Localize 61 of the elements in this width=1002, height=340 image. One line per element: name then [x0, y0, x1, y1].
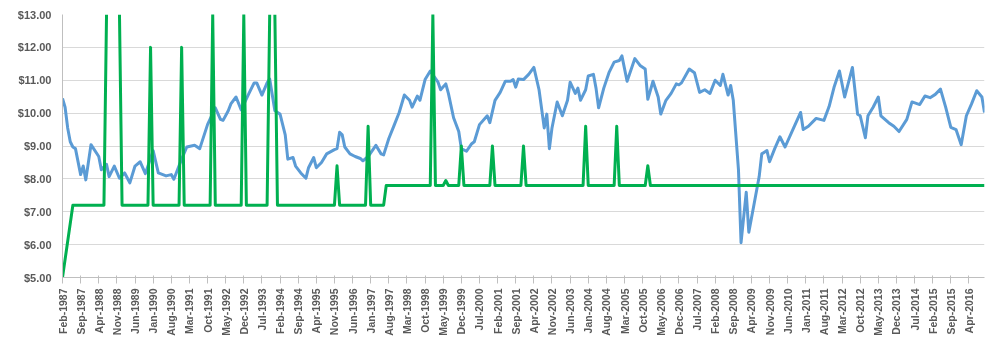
- x-tick-label: Jul-2007: [691, 288, 704, 331]
- y-tick-label: $10.00: [17, 107, 52, 120]
- x-tick-label: Apr-2009: [745, 288, 758, 334]
- x-tick-label: Sep-1987: [74, 288, 87, 335]
- x-tick-label: Oct-2005: [636, 288, 649, 333]
- x-tick-label: Dec-2013: [890, 288, 903, 335]
- x-tick-label: Aug-2004: [600, 288, 613, 336]
- x-tick-label: Oct-2012: [854, 288, 867, 333]
- x-tick-label: Sep-2001: [509, 288, 522, 335]
- x-tick-label: Feb-2015: [926, 288, 939, 335]
- x-tick-label: Apr-1995: [310, 288, 323, 334]
- y-tick-label: $5.00: [23, 271, 52, 284]
- x-tick-label: Apr-2002: [527, 288, 540, 334]
- x-tick-label: Feb-2008: [709, 288, 722, 335]
- x-tick-label: Feb-2001: [491, 288, 504, 335]
- x-tick-label: May-2013: [872, 288, 885, 336]
- y-tick-label: $11.00: [18, 74, 52, 87]
- x-tick-label: Dec-2006: [672, 288, 685, 335]
- x-tick-label: Nov-2009: [763, 288, 776, 336]
- x-tick-label: Oct-1998: [419, 288, 432, 333]
- x-tick-label: May-1999: [437, 288, 450, 336]
- x-tick-label: Apr-2016: [962, 288, 975, 334]
- x-tick-label: Aug-1990: [165, 288, 178, 336]
- x-tick-label: Mar-1991: [183, 288, 196, 335]
- x-tick-label: Mar-1998: [400, 288, 413, 335]
- x-tick-label: Nov-2002: [545, 288, 558, 336]
- x-tick-label: Jun-1989: [129, 288, 142, 335]
- x-tick-label: Sep-2008: [727, 288, 740, 335]
- x-tick-label: Jan-1997: [364, 288, 377, 334]
- x-tick-label: Mar-2005: [618, 288, 631, 335]
- y-tick-label: $8.00: [23, 172, 52, 185]
- x-tick-label: Jan-2004: [582, 288, 595, 334]
- x-tick-label: Nov-1995: [328, 288, 341, 336]
- x-tick-label: Jan-1990: [147, 288, 160, 334]
- x-tick-label: Aug-1997: [382, 288, 395, 336]
- y-tick-label: $12.00: [17, 41, 52, 54]
- x-tick-label: Jun-1996: [346, 288, 359, 335]
- x-tick-label: Dec-1999: [455, 288, 468, 335]
- x-tick-label: Feb-1994: [274, 288, 287, 335]
- x-tick-label: Nov-1988: [110, 288, 123, 336]
- x-tick-label: Jul-1993: [255, 288, 268, 331]
- y-tick-label: $9.00: [23, 140, 52, 152]
- x-tick-label: Mar-2012: [836, 288, 849, 335]
- x-tick-label: Dec-1992: [237, 288, 250, 335]
- y-tick-label: $6.00: [23, 238, 52, 251]
- x-tick-label: Jan-2011: [799, 288, 812, 333]
- x-tick-label: Jun-2003: [564, 288, 577, 335]
- x-tick-label: Sep-2015: [944, 288, 957, 335]
- y-tick-label: $7.00: [23, 205, 52, 218]
- x-tick-label: Oct-1991: [201, 288, 214, 333]
- x-tick-label: May-2006: [654, 288, 667, 336]
- x-tick-label: Aug-2011: [817, 288, 830, 336]
- x-tick-label: Jul-2000: [473, 288, 486, 331]
- x-tick-label: Jun-2010: [781, 288, 794, 335]
- line-series: [62, 54, 985, 245]
- y-tick-label: $13.00: [17, 8, 52, 21]
- x-tick-label: Feb-1987: [56, 288, 69, 335]
- x-tick-label: May-1992: [219, 288, 232, 336]
- x-tick-label: Apr-1988: [92, 288, 105, 334]
- x-tick-label: Jul-2014: [908, 288, 921, 331]
- x-tick-label: Sep-1994: [292, 288, 305, 335]
